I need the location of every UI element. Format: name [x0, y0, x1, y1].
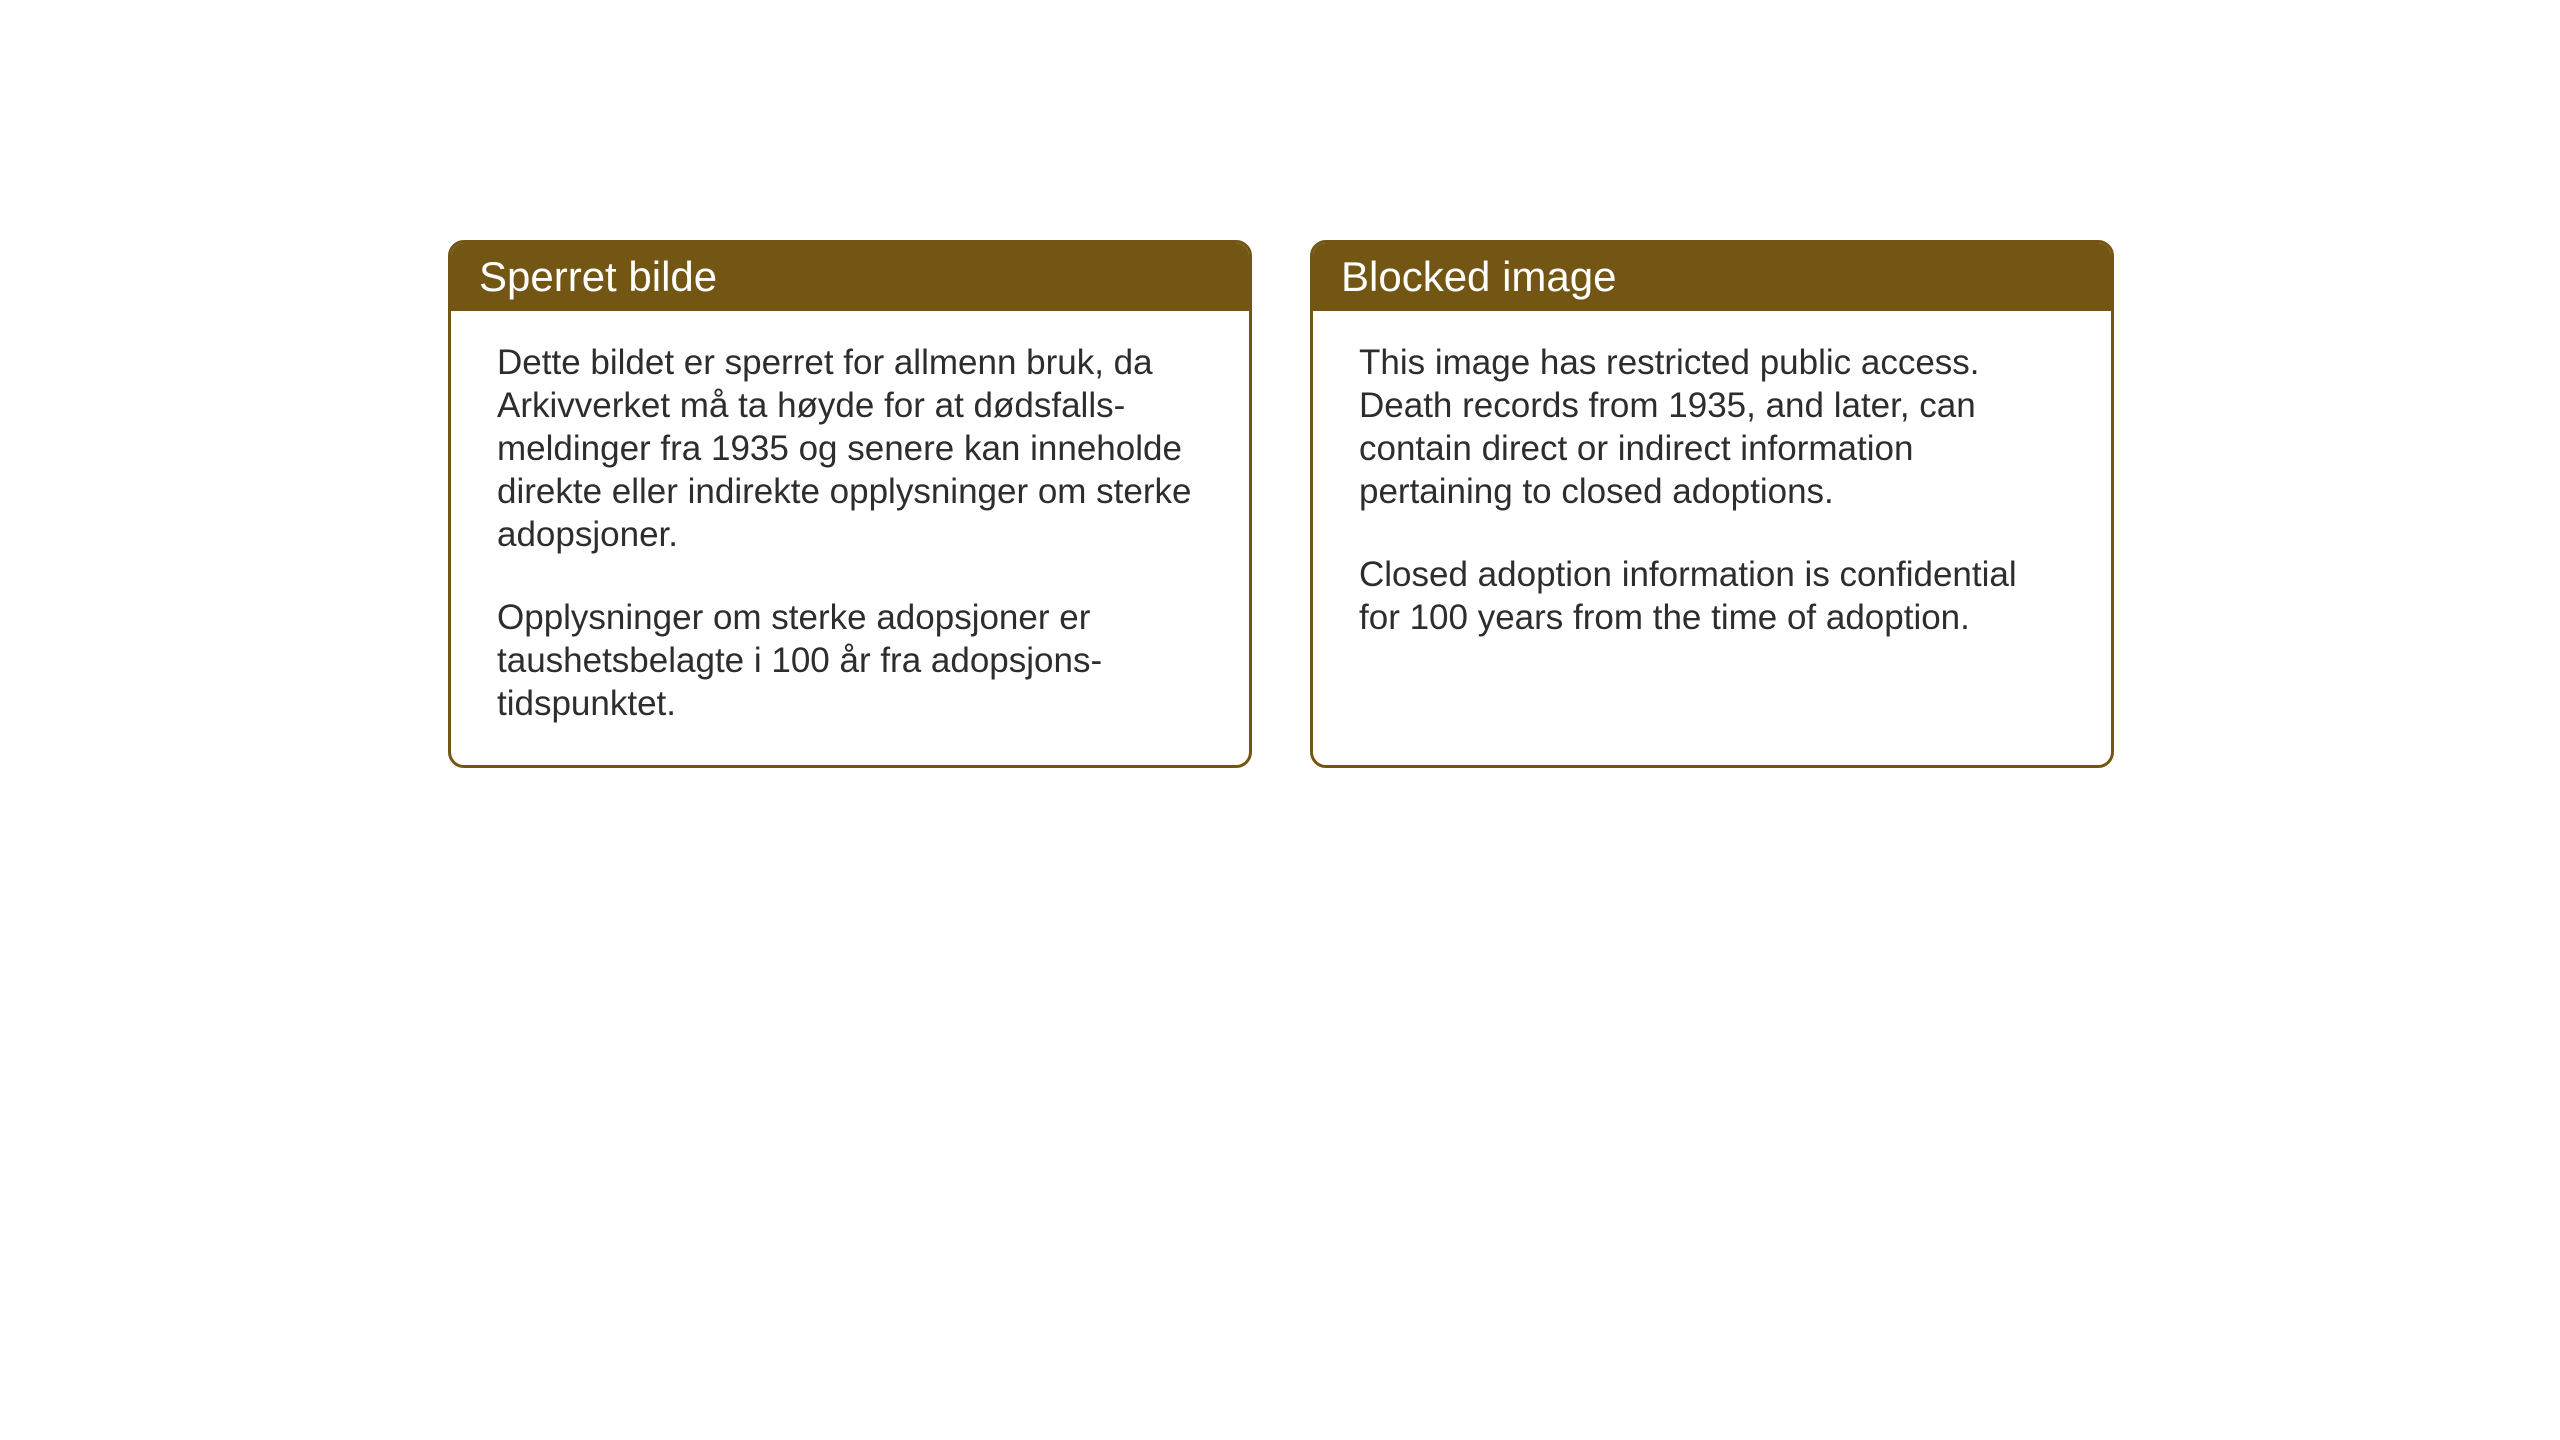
- card-title-english: Blocked image: [1341, 253, 1616, 300]
- paragraph-english-2: Closed adoption information is confident…: [1359, 553, 2065, 639]
- notice-container: Sperret bilde Dette bildet er sperret fo…: [448, 240, 2114, 768]
- paragraph-norwegian-2: Opplysninger om sterke adopsjoner er tau…: [497, 596, 1203, 725]
- paragraph-norwegian-1: Dette bildet er sperret for allmenn bruk…: [497, 341, 1203, 556]
- notice-card-english: Blocked image This image has restricted …: [1310, 240, 2114, 768]
- notice-card-norwegian: Sperret bilde Dette bildet er sperret fo…: [448, 240, 1252, 768]
- card-header-english: Blocked image: [1313, 243, 2111, 311]
- card-body-english: This image has restricted public access.…: [1313, 311, 2111, 679]
- card-body-norwegian: Dette bildet er sperret for allmenn bruk…: [451, 311, 1249, 765]
- paragraph-english-1: This image has restricted public access.…: [1359, 341, 2065, 513]
- card-header-norwegian: Sperret bilde: [451, 243, 1249, 311]
- card-title-norwegian: Sperret bilde: [479, 253, 717, 300]
